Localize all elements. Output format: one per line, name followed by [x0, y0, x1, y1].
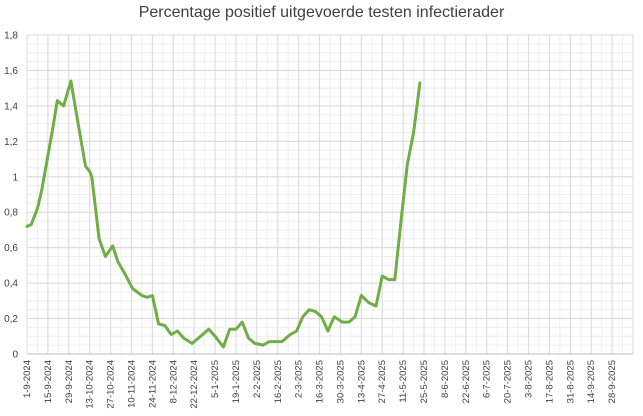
x-tick-label: 15-9-2024: [43, 360, 54, 403]
x-tick-label: 22-6-2025: [461, 360, 472, 403]
y-tick-label: 1: [12, 172, 18, 183]
x-tick-label: 27-10-2024: [106, 360, 117, 409]
y-tick-label: 1,6: [4, 66, 18, 77]
x-tick-label: 28-9-2025: [607, 360, 618, 403]
x-tick-label: 2-3-2025: [294, 360, 305, 398]
y-tick-label: 1,2: [4, 137, 18, 148]
y-tick-label: 0: [12, 350, 18, 361]
x-tick-label: 13-10-2024: [85, 360, 96, 409]
x-tick-label: 16-3-2025: [315, 360, 326, 403]
chart-title: Percentage positief uitgevoerde testen i…: [139, 4, 505, 21]
x-tick-label: 10-11-2024: [126, 360, 137, 408]
x-tick-label: 19-1-2025: [231, 360, 242, 403]
x-tick-label: 8-12-2024: [168, 360, 179, 403]
series-line: [25, 79, 422, 349]
x-tick-label: 16-2-2025: [273, 360, 284, 403]
x-tick-label: 3-8-2025: [524, 360, 535, 398]
x-tick-label: 13-4-2025: [356, 360, 367, 403]
x-tick-label: 25-5-2025: [419, 360, 430, 403]
x-tick-label: 2-2-2025: [252, 360, 263, 398]
x-tick-label: 29-9-2024: [64, 360, 75, 403]
y-tick-label: 0,6: [4, 243, 18, 254]
x-tick-label: 14-9-2025: [586, 360, 597, 403]
x-tick-label: 20-7-2025: [503, 360, 514, 403]
y-tick-label: 0,2: [4, 314, 18, 325]
x-tick-label: 11-5-2025: [398, 360, 409, 403]
y-axis-tick-labels: 0 0,2 0,4 0,6 0,8 1 1,2 1,4 1,6 1,8: [4, 31, 18, 361]
x-tick-label: 6-7-2025: [482, 360, 493, 398]
y-tick-label: 0,4: [4, 279, 18, 290]
y-tick-label: 0,8: [4, 208, 18, 219]
x-tick-label: 31-8-2025: [565, 360, 576, 403]
x-axis-tick-labels: 1-9-2024 15-9-2024 29-9-2024 13-10-2024 27-1…: [22, 360, 618, 409]
x-tick-label: 22-12-2024: [189, 360, 200, 409]
x-tick-label: 5-1-2025: [210, 360, 221, 398]
x-tick-label: 30-3-2025: [335, 360, 346, 403]
minor-gridlines: [26, 34, 634, 355]
y-tick-label: 1,4: [4, 101, 18, 112]
x-tick-label: 1-9-2024: [22, 360, 33, 398]
x-tick-label: 24-11-2024: [147, 360, 158, 408]
x-tick-label: 8-6-2025: [440, 360, 451, 398]
x-tick-label: 17-8-2025: [544, 360, 555, 403]
x-tick-label: 27-4-2025: [377, 360, 388, 403]
y-tick-label: 1,8: [4, 31, 18, 42]
